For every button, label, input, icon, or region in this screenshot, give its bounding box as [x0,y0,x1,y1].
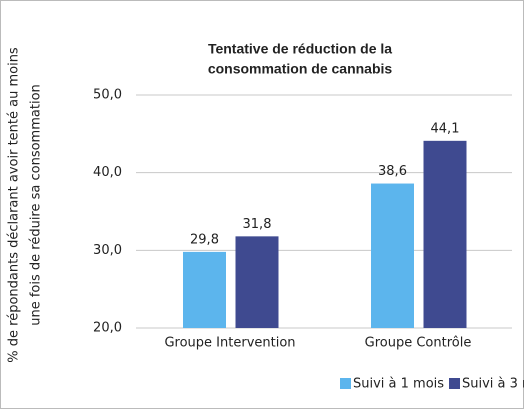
legend-label: Suivi à 3 mois [462,377,524,392]
y-tick-label: 50,0 [93,88,122,103]
y-tick-label: 20,0 [93,321,122,336]
x-tick-label: Groupe Intervention [164,336,295,351]
value-label: 44,1 [431,121,460,136]
y-axis-label: % de répondants déclarant avoir tenté au… [7,47,22,363]
chart-title: consommation de cannabis [208,61,393,77]
legend-label: Suivi à 1 mois [353,377,444,392]
bar [235,236,279,328]
value-label: 29,8 [190,232,219,247]
y-tick-label: 30,0 [93,243,122,258]
chart-title: Tentative de réduction de la [208,41,392,57]
bar [183,251,226,328]
legend-swatch [340,378,351,389]
value-label: 38,6 [378,164,407,179]
value-label: 31,8 [243,217,272,232]
y-tick-label: 40,0 [93,165,122,180]
bar [423,140,467,328]
y-axis-label: une fois de réduire sa consommation [29,84,44,326]
x-tick-label: Groupe Contrôle [365,336,472,351]
legend-swatch [449,378,460,389]
bar [371,183,414,328]
